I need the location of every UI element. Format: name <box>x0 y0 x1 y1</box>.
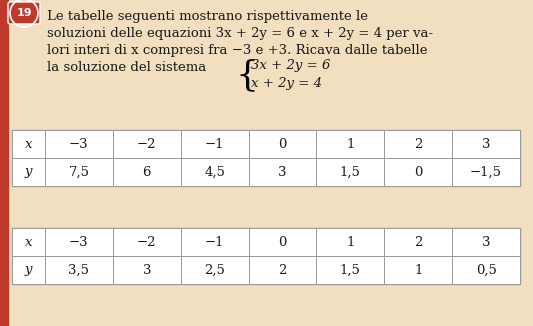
Text: 4,5: 4,5 <box>204 166 225 179</box>
Bar <box>12 130 520 186</box>
Text: 1: 1 <box>346 138 354 151</box>
Bar <box>248 158 317 186</box>
Bar <box>113 130 181 158</box>
Text: 1: 1 <box>414 263 422 276</box>
Text: y: y <box>25 263 33 276</box>
Bar <box>452 130 520 158</box>
Bar <box>248 228 317 256</box>
Bar <box>248 130 317 158</box>
Bar <box>181 256 248 284</box>
Bar <box>113 256 181 284</box>
Text: −3: −3 <box>69 138 88 151</box>
Text: −1: −1 <box>205 138 224 151</box>
Text: 6: 6 <box>142 166 151 179</box>
Text: 0: 0 <box>414 166 422 179</box>
Bar <box>12 228 520 284</box>
Text: y: y <box>25 166 33 179</box>
Text: 0: 0 <box>278 138 287 151</box>
Text: 1,5: 1,5 <box>340 263 361 276</box>
Bar <box>181 228 248 256</box>
Bar <box>317 256 384 284</box>
Bar <box>45 130 113 158</box>
Text: 3: 3 <box>482 235 490 248</box>
Bar <box>12 130 45 158</box>
Text: x: x <box>25 138 33 151</box>
Bar <box>317 130 384 158</box>
Text: −2: −2 <box>137 235 157 248</box>
Text: 3x + 2y = 6: 3x + 2y = 6 <box>251 60 330 72</box>
Bar <box>113 228 181 256</box>
Text: −3: −3 <box>69 235 88 248</box>
Text: 0: 0 <box>278 235 287 248</box>
Bar <box>45 228 113 256</box>
Bar <box>12 228 45 256</box>
Text: lori interi di x compresi fra −3 e +3. Ricava dalle tabelle: lori interi di x compresi fra −3 e +3. R… <box>47 44 427 57</box>
Bar <box>317 228 384 256</box>
Bar <box>384 228 452 256</box>
Bar <box>0 0 8 326</box>
Bar <box>12 256 45 284</box>
Text: 3: 3 <box>142 263 151 276</box>
Text: 7,5: 7,5 <box>68 166 90 179</box>
Text: 19: 19 <box>16 8 32 18</box>
Bar <box>384 256 452 284</box>
Bar <box>248 256 317 284</box>
Bar <box>113 158 181 186</box>
Bar <box>452 228 520 256</box>
Bar <box>452 256 520 284</box>
Text: 1,5: 1,5 <box>340 166 361 179</box>
Bar <box>45 256 113 284</box>
Text: 0,5: 0,5 <box>475 263 497 276</box>
Bar <box>384 130 452 158</box>
Bar <box>384 158 452 186</box>
Text: la soluzione del sistema: la soluzione del sistema <box>47 61 206 74</box>
Text: −1: −1 <box>205 235 224 248</box>
Text: {: { <box>235 58 258 92</box>
Bar <box>181 130 248 158</box>
Text: −2: −2 <box>137 138 157 151</box>
Bar <box>45 158 113 186</box>
Text: 3: 3 <box>278 166 287 179</box>
Text: −1,5: −1,5 <box>470 166 502 179</box>
Text: Le tabelle seguenti mostrano rispettivamente le: Le tabelle seguenti mostrano rispettivam… <box>47 10 368 23</box>
FancyBboxPatch shape <box>8 2 40 24</box>
Text: 2: 2 <box>414 138 422 151</box>
Text: 3,5: 3,5 <box>68 263 90 276</box>
Text: 2,5: 2,5 <box>204 263 225 276</box>
Text: 2: 2 <box>414 235 422 248</box>
Text: x + 2y = 4: x + 2y = 4 <box>251 78 322 91</box>
Text: 2: 2 <box>278 263 287 276</box>
Text: soluzioni delle equazioni 3x + 2y = 6 e x + 2y = 4 per va-: soluzioni delle equazioni 3x + 2y = 6 e … <box>47 27 433 40</box>
Bar <box>181 158 248 186</box>
Text: 1: 1 <box>346 235 354 248</box>
Bar <box>317 158 384 186</box>
Text: 3: 3 <box>482 138 490 151</box>
Text: x: x <box>25 235 33 248</box>
Bar <box>12 158 45 186</box>
Bar <box>452 158 520 186</box>
